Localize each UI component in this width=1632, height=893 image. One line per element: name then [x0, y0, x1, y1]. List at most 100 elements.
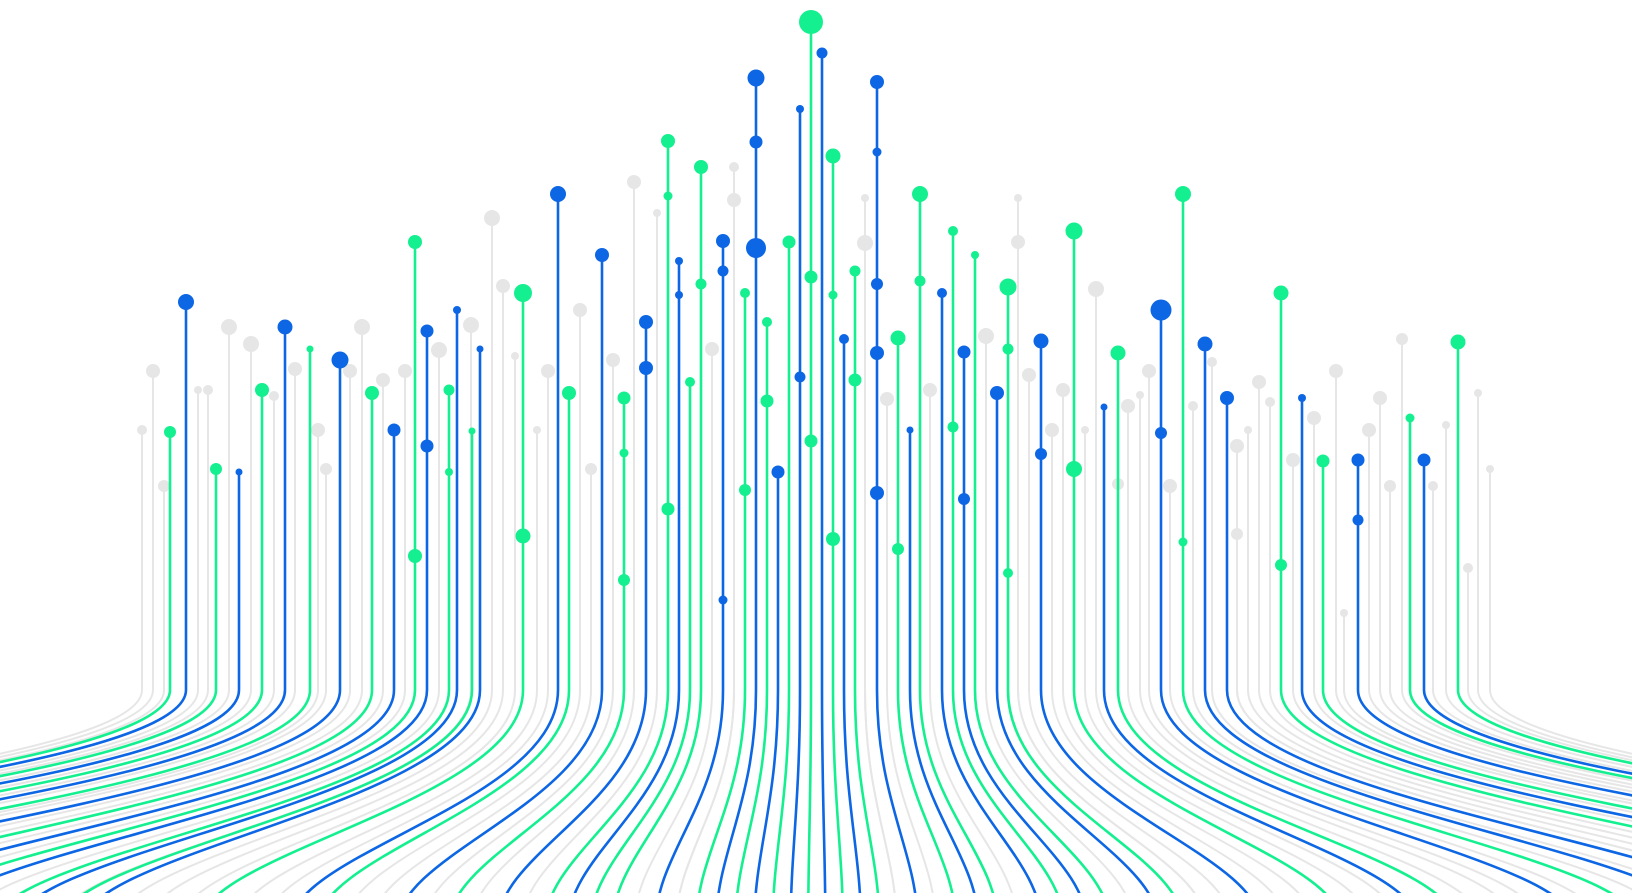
ghost-strand-node	[1136, 391, 1144, 399]
blue-strand-bead	[870, 486, 884, 500]
green-strand-node	[999, 278, 1017, 296]
green-strand-node	[210, 463, 222, 475]
green-strand-line	[616, 165, 703, 893]
green-strand-line	[918, 192, 995, 893]
green-strand-node	[365, 386, 379, 400]
ghost-strand-node	[1207, 357, 1217, 367]
blue-strand-node	[453, 306, 461, 314]
ghost-strand-node	[978, 328, 994, 344]
green-strand-node	[799, 10, 823, 34]
blue-strand-bead	[639, 361, 653, 375]
ghost-strand-node	[1011, 235, 1025, 249]
ghost-strand-line	[1192, 405, 1632, 891]
ghost-strand-node	[1442, 421, 1450, 429]
blue-strand-line	[658, 239, 725, 893]
blue-strand-node	[1033, 333, 1049, 349]
ghost-strand-node	[203, 385, 213, 395]
green-strand-line	[0, 391, 374, 839]
blue-strand-node	[870, 75, 884, 89]
green-strand-bead	[892, 543, 904, 555]
green-strand-node	[825, 148, 841, 164]
blue-strand-line	[0, 329, 429, 877]
green-strand-bead	[1178, 537, 1188, 547]
green-strand-line	[0, 240, 417, 867]
blue-strand-line	[908, 428, 976, 893]
ghost-strand-node	[585, 463, 597, 475]
blue-strand-node	[1150, 299, 1172, 321]
blue-strand-node	[235, 468, 243, 476]
ghost-strand-node	[653, 209, 661, 217]
ghost-strand-node	[1056, 383, 1070, 397]
blue-strand-line	[104, 347, 482, 893]
ghost-strand-node	[1428, 481, 1438, 491]
green-strand-line	[458, 396, 626, 893]
green-strand-bead	[618, 574, 630, 586]
blue-strand-bead	[746, 238, 766, 258]
blue-strand-node	[331, 351, 349, 369]
blue-strand-line	[1422, 458, 1632, 775]
ghost-strand-line	[1095, 288, 1381, 893]
ghost-strand-line	[383, 468, 592, 893]
blue-strand-node	[771, 465, 785, 479]
blue-strand-bead	[1155, 427, 1167, 439]
ghost-strand-line	[1445, 424, 1632, 768]
blue-strand-node	[990, 386, 1004, 400]
ghost-strand-line	[480, 181, 635, 893]
green-strand-node	[562, 386, 576, 400]
ghost-strand-node	[606, 353, 620, 367]
ghost-strand-line	[1467, 567, 1632, 762]
ghost-strand-line	[0, 429, 319, 814]
ghost-strand-line	[1389, 485, 1632, 786]
ghost-strand-line	[1432, 485, 1632, 772]
blue-strand-node	[906, 426, 914, 434]
background-strands	[0, 162, 1632, 893]
green-strand-node	[1450, 334, 1466, 350]
ghost-strand-node	[194, 386, 202, 394]
ghost-strand-node	[533, 426, 541, 434]
ghost-strand-line	[0, 326, 230, 782]
ghost-strand-node	[1286, 453, 1300, 467]
green-strand-line	[595, 380, 692, 893]
ghost-strand-node	[221, 319, 237, 335]
ghost-strand-node	[1340, 609, 1348, 617]
green-strand-node	[685, 377, 695, 387]
ghost-strand-node	[1252, 375, 1266, 389]
blue-strand-node	[957, 345, 971, 359]
ghost-strand-line	[1489, 468, 1632, 755]
green-strand-node	[164, 426, 176, 438]
ghost-strand-line	[166, 285, 504, 893]
green-strand-line	[1116, 351, 1438, 893]
ghost-strand-node	[1188, 401, 1198, 411]
green-strand-line	[551, 139, 670, 893]
blue-strand-line	[1203, 342, 1632, 877]
blue-strand-node	[639, 315, 653, 329]
green-strand-node	[1065, 222, 1083, 240]
green-strand-bead	[1275, 559, 1287, 571]
green-strand-line	[331, 391, 571, 893]
ghost-strand-line	[638, 348, 713, 893]
ghost-strand-node	[484, 210, 500, 226]
green-strand-line	[0, 430, 172, 764]
ghost-strand-node	[1022, 368, 1036, 382]
ghost-strand-node	[398, 364, 412, 378]
green-strand-line	[807, 20, 813, 893]
ghost-strand-line	[0, 370, 406, 859]
ghost-strand-line	[1368, 429, 1632, 793]
ghost-strand-node	[1329, 364, 1343, 378]
green-strand-node	[408, 235, 422, 249]
green-strand-node	[782, 235, 796, 249]
green-strand-node	[948, 226, 958, 236]
ghost-strand-line	[0, 370, 351, 828]
blue-strand-bead	[1352, 514, 1364, 526]
ghost-strand-node	[158, 480, 170, 492]
blue-strand-line	[505, 320, 648, 893]
blue-strand-bead	[1035, 448, 1047, 460]
ghost-strand-node	[541, 364, 555, 378]
blue-strand-line	[717, 76, 758, 893]
blue-strand-line	[573, 259, 681, 893]
ghost-strand-line	[1084, 429, 1354, 893]
blue-strand-node	[796, 105, 804, 113]
blue-strand-line	[962, 350, 1081, 893]
green-strand-bead	[408, 549, 422, 563]
blue-strand-node	[387, 423, 401, 437]
